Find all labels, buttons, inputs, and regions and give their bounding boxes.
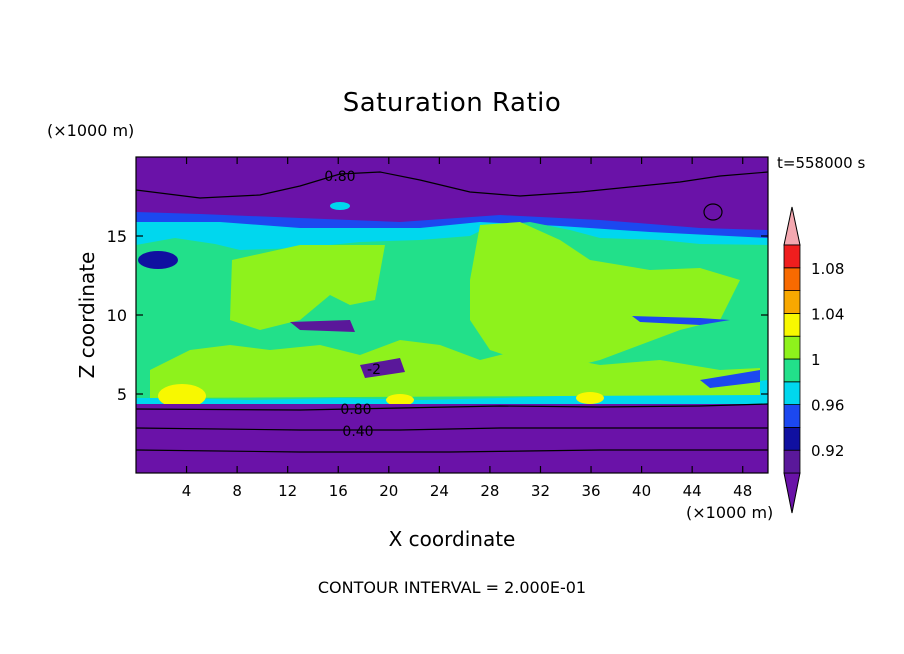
yellow-bump-3 [576, 392, 604, 404]
colorbar-segment [783, 404, 801, 428]
x-axis-ticks: 4 8 12 16 20 24 28 32 36 40 44 48 [182, 157, 752, 500]
colorbar-tick-label: 1 [811, 351, 821, 369]
colorbar-segment [783, 358, 801, 383]
contour-label: 0.40 [342, 424, 373, 440]
x-tick-label: 24 [430, 482, 449, 500]
contour-interval-label: CONTOUR INTERVAL = 2.000E-01 [317, 578, 587, 597]
x-tick-label: 28 [480, 482, 499, 500]
colorbar-segment [783, 335, 801, 360]
field-layer [136, 157, 768, 473]
x-tick-label: 16 [329, 482, 348, 500]
x-unit-label: (×1000 m) [686, 503, 774, 522]
dry-streak-2 [360, 358, 405, 378]
colorbar-segment [783, 267, 801, 291]
colorbar-tick-label: 1.04 [811, 305, 844, 323]
supersat-patch-3 [150, 340, 760, 398]
y-tick-label: 15 [107, 227, 127, 246]
contour-label: 0.80 [340, 402, 371, 418]
x-axis-label: X coordinate [388, 527, 516, 551]
dry-streak-1 [290, 320, 355, 332]
chart-title: Saturation Ratio [342, 88, 562, 118]
colorbar: 1.08 1.04 1 0.96 0.92 [783, 206, 844, 514]
lower-dry-layer [136, 404, 768, 473]
y-tick-label: 5 [117, 385, 127, 404]
colorbar-segment [783, 426, 801, 451]
time-label: t=558000 s [777, 154, 866, 172]
x-tick-label: 8 [232, 482, 242, 500]
contour-label: -2 [367, 362, 381, 378]
y-tick-label: 10 [107, 306, 127, 325]
colorbar-over-arrow [783, 206, 801, 246]
colorbar-under-arrow [783, 472, 801, 514]
y-axis-ticks: 5 10 15 [107, 227, 768, 404]
contour-0.20 [136, 449, 768, 453]
colorbar-tick-label: 0.96 [811, 397, 844, 415]
supersat-patch-2 [470, 222, 740, 370]
colorbar-segment [783, 449, 801, 474]
colorbar-segment [783, 312, 801, 337]
yellow-bump-2 [386, 394, 414, 406]
contour-0.80-upper [136, 171, 768, 199]
x-tick-label: 12 [278, 482, 297, 500]
dry-streak-3 [632, 316, 730, 325]
x-tick-label: 32 [531, 482, 550, 500]
x-tick-label: 40 [632, 482, 651, 500]
contour-labels: 0.80 0.80 0.40 -2 [324, 169, 381, 440]
colorbar-segment [783, 381, 801, 405]
x-tick-label: 44 [683, 482, 702, 500]
colorbar-tick-label: 0.92 [811, 442, 844, 460]
x-tick-label: 4 [182, 482, 192, 500]
contour-label: 0.80 [324, 169, 355, 185]
colorbar-segment [783, 290, 801, 314]
x-tick-label: 20 [379, 482, 398, 500]
x-tick-label: 48 [733, 482, 752, 500]
colorbar-tick-label: 1.08 [811, 260, 844, 278]
z-unit-label: (×1000 m) [47, 121, 135, 140]
yellow-bump-1 [158, 384, 206, 408]
moist-pocket-top [330, 202, 350, 210]
x-tick-label: 36 [581, 482, 600, 500]
contour-0.40 [136, 427, 768, 431]
colorbar-segment [783, 244, 801, 269]
dry-pocket-left [138, 251, 178, 269]
contour-0.80-lower [136, 403, 768, 411]
contour-closed-loop [703, 203, 723, 221]
dry-streak-4 [700, 370, 760, 388]
supersat-patch-1 [230, 245, 385, 330]
